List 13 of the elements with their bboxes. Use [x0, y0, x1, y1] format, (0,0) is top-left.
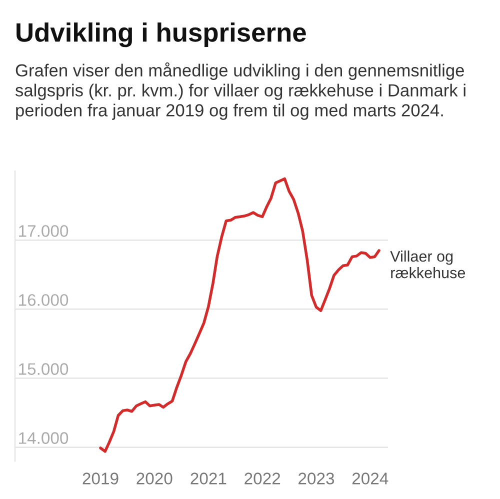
- x-tick-label: 2024: [352, 472, 388, 484]
- y-tick-label: 17.000: [19, 225, 68, 237]
- y-tick-label: 16.000: [19, 294, 68, 306]
- y-tick-label: 14.000: [19, 432, 68, 444]
- x-tick-label: 2021: [190, 472, 226, 484]
- chart-subtitle: Grafen viser den månedlige udvikling i den gennemsnitlige salgspris (kr. pr. kvm.) for villaer og rækkehuse i Danmark i perioden fra januar 2019 og frem til og med marts 2024.: [15, 62, 466, 120]
- chart-title: Udvikling i huspriserne: [16, 22, 306, 48]
- x-tick-label: 2022: [244, 472, 280, 484]
- y-tick-label: 15.000: [19, 363, 68, 375]
- x-tick-label: 2023: [298, 472, 334, 484]
- x-tick-label: 2019: [82, 472, 118, 484]
- series-label: Villaer og rækkehuse: [390, 250, 465, 278]
- x-tick-label: 2020: [136, 472, 172, 484]
